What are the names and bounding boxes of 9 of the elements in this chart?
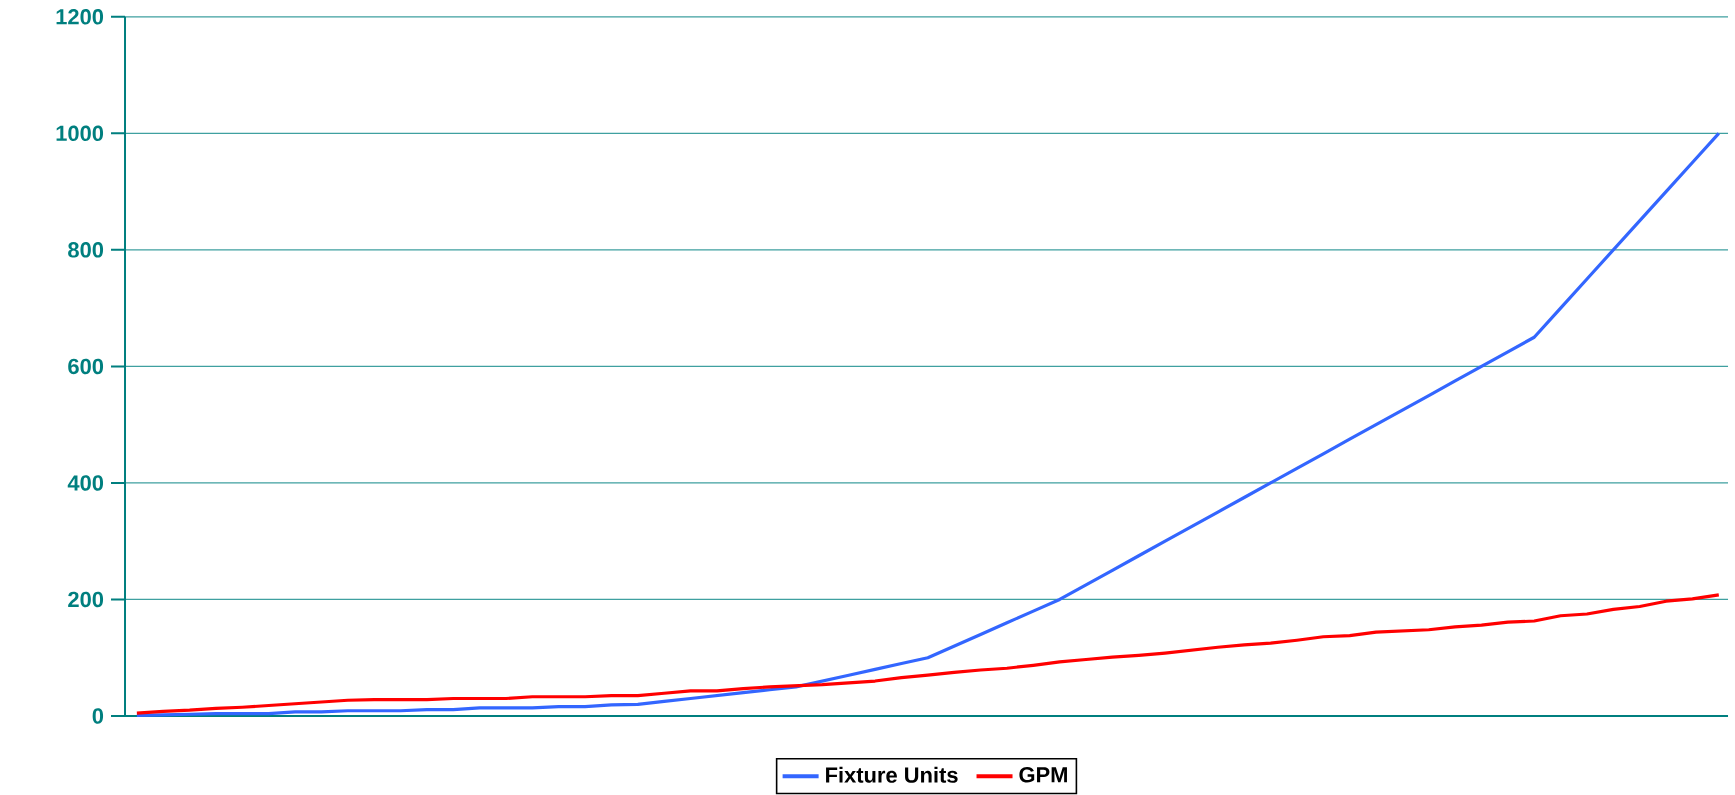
y-tick-label: 800: [68, 242, 104, 258]
y-tick-label: 1200: [56, 9, 104, 25]
y-tick-label: 600: [68, 358, 104, 375]
y-tick-label: 400: [67, 475, 104, 491]
y-tick-label: 200: [68, 591, 104, 608]
y-tick-label: 0: [92, 708, 104, 724]
legend-label: GPM: [1019, 767, 1067, 783]
y-tick-label: 1000: [56, 125, 104, 142]
legend-label: Fixture Units: [826, 766, 958, 783]
